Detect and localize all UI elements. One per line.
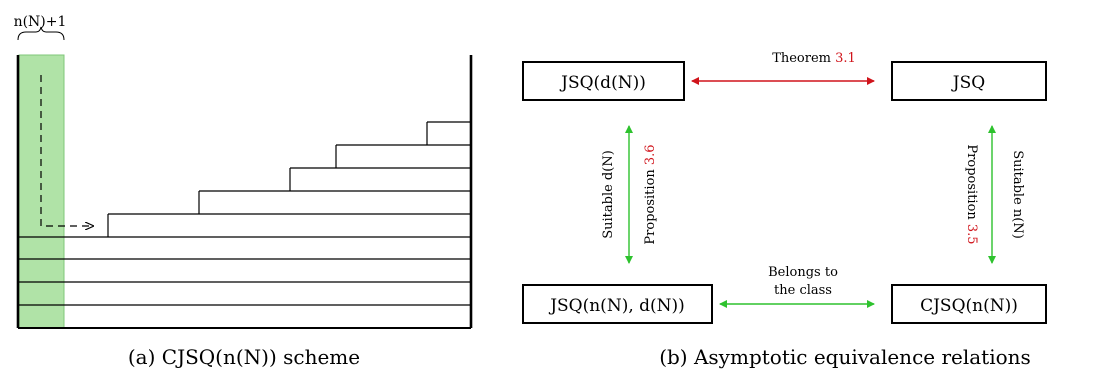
caption-a: (a) CJSQ(n(N)) scheme bbox=[128, 345, 360, 369]
curly-brace bbox=[17, 26, 65, 41]
staircase bbox=[107, 121, 471, 237]
node-jsq-box bbox=[891, 61, 1047, 101]
belongs-label-line2: the class bbox=[774, 283, 832, 298]
queue-rows bbox=[18, 236, 471, 306]
dashed-routing-arrow bbox=[40, 75, 93, 226]
node-jsq-n-d: JSQ(n(N), d(N)) bbox=[548, 296, 685, 316]
theorem-label: Theorem 3.1 bbox=[772, 51, 856, 66]
node-jsq: JSQ bbox=[951, 73, 985, 93]
caption-b: (b) Asymptotic equivalence relations bbox=[659, 345, 1031, 369]
node-jsq-n-d-box bbox=[522, 284, 713, 324]
equivalence-diagram: JSQ(d(N)) JSQ JSQ(n(N), d(N)) CJSQ(n(N))… bbox=[522, 51, 1047, 369]
node-cjsq-n-box bbox=[891, 284, 1047, 324]
left-inner-label: Proposition 3.6 bbox=[643, 144, 658, 244]
brace-label: n(N)+1 bbox=[14, 14, 67, 30]
highlighted-servers-column bbox=[18, 54, 65, 329]
right-inner-label: Proposition 3.5 bbox=[964, 144, 979, 244]
node-jsq-d: JSQ(d(N)) bbox=[559, 73, 646, 93]
belongs-label-line1: Belongs to bbox=[768, 265, 838, 280]
cjsq-scheme: n(N)+1 (a) CJSQ(n bbox=[14, 14, 473, 369]
node-jsq-d-box bbox=[522, 61, 685, 101]
right-outer-label: Suitable n(N) bbox=[1010, 150, 1025, 239]
left-outer-label: Suitable d(N) bbox=[601, 150, 616, 239]
node-cjsq-n: CJSQ(n(N)) bbox=[920, 296, 1018, 316]
